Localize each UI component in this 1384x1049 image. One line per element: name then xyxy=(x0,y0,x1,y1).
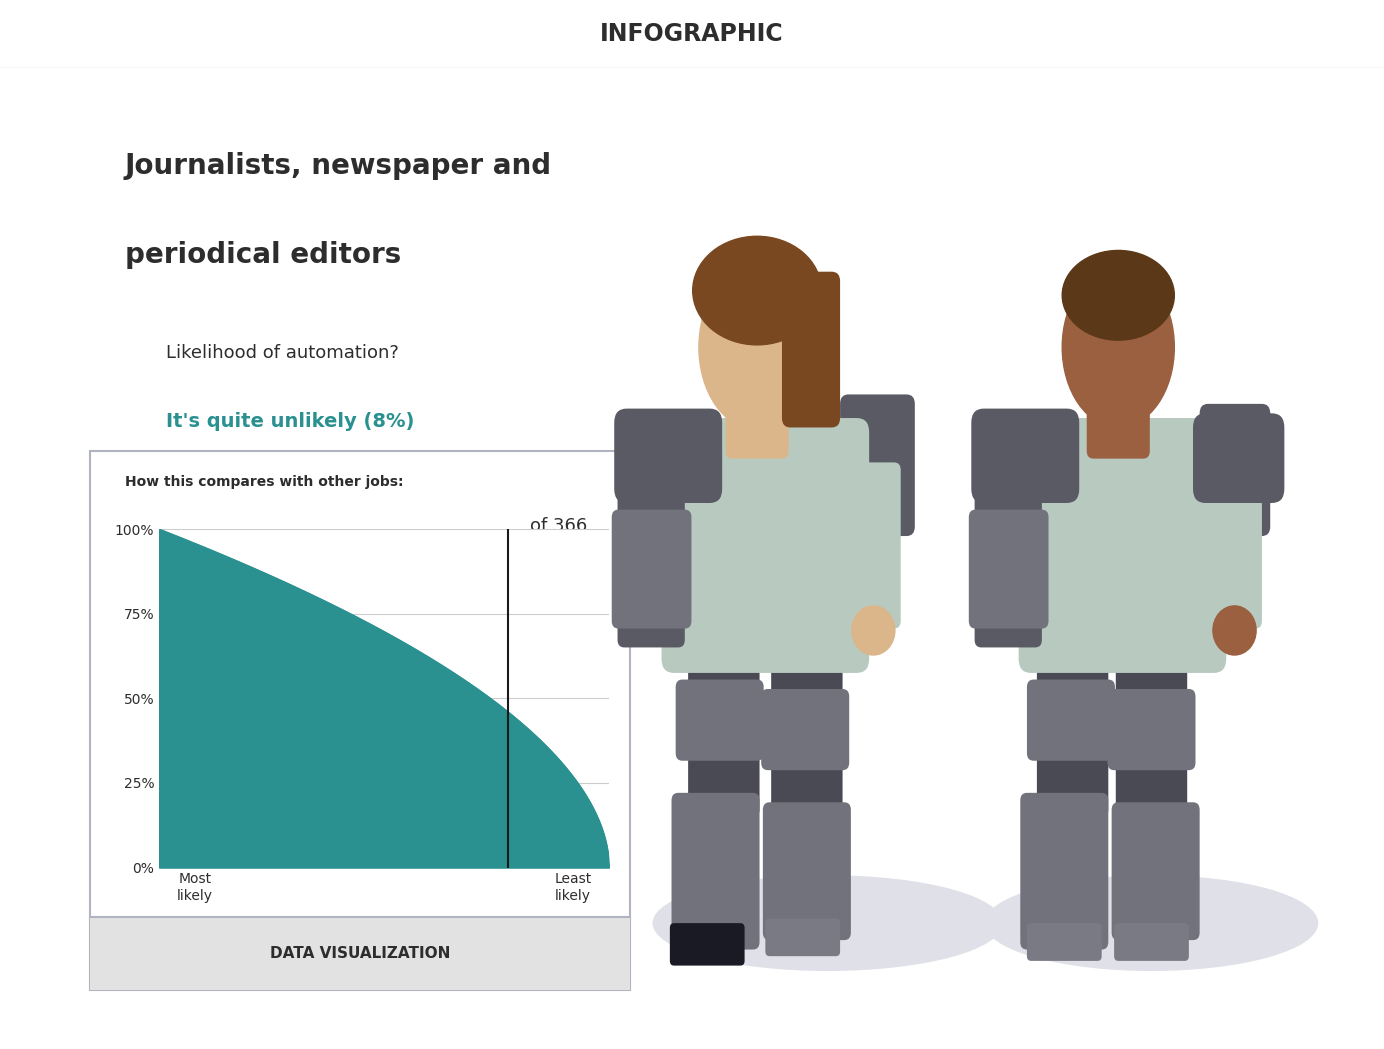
Circle shape xyxy=(851,606,895,655)
Circle shape xyxy=(1212,606,1257,655)
FancyBboxPatch shape xyxy=(765,919,840,957)
FancyBboxPatch shape xyxy=(782,272,840,428)
Text: DATA VISUALIZATION: DATA VISUALIZATION xyxy=(270,946,450,961)
Text: 285th: 285th xyxy=(371,534,480,568)
FancyBboxPatch shape xyxy=(671,793,760,949)
Text: INFOGRAPHIC: INFOGRAPHIC xyxy=(601,22,783,46)
FancyBboxPatch shape xyxy=(675,680,764,761)
Ellipse shape xyxy=(692,236,821,345)
FancyBboxPatch shape xyxy=(763,802,851,940)
Text: Journalists, newspaper and: Journalists, newspaper and xyxy=(125,152,552,180)
Ellipse shape xyxy=(653,876,1002,970)
FancyBboxPatch shape xyxy=(1200,404,1271,536)
Ellipse shape xyxy=(1063,251,1174,340)
Text: How this compares with other jobs:: How this compares with other jobs: xyxy=(125,475,403,489)
FancyBboxPatch shape xyxy=(1193,413,1284,502)
Text: Likelihood of automation?: Likelihood of automation? xyxy=(166,344,399,362)
FancyBboxPatch shape xyxy=(1027,680,1116,761)
FancyBboxPatch shape xyxy=(1027,923,1102,961)
Text: of 366: of 366 xyxy=(530,517,587,535)
FancyBboxPatch shape xyxy=(90,917,630,990)
FancyBboxPatch shape xyxy=(771,642,843,817)
FancyBboxPatch shape xyxy=(1203,463,1262,628)
FancyBboxPatch shape xyxy=(969,510,1049,628)
Text: It's quite unlikely (8%): It's quite unlikely (8%) xyxy=(166,412,414,431)
FancyBboxPatch shape xyxy=(972,408,1080,502)
FancyBboxPatch shape xyxy=(840,394,915,536)
Ellipse shape xyxy=(699,264,815,430)
FancyBboxPatch shape xyxy=(614,408,722,502)
FancyBboxPatch shape xyxy=(1086,397,1150,458)
FancyBboxPatch shape xyxy=(841,463,901,628)
FancyBboxPatch shape xyxy=(1114,923,1189,961)
FancyBboxPatch shape xyxy=(612,510,692,628)
FancyBboxPatch shape xyxy=(662,418,869,673)
FancyBboxPatch shape xyxy=(761,689,850,770)
FancyBboxPatch shape xyxy=(670,923,745,965)
FancyBboxPatch shape xyxy=(90,451,630,990)
Ellipse shape xyxy=(1063,266,1174,428)
FancyBboxPatch shape xyxy=(1111,802,1200,940)
Ellipse shape xyxy=(985,876,1318,970)
FancyBboxPatch shape xyxy=(974,453,1042,647)
FancyBboxPatch shape xyxy=(1037,633,1109,817)
FancyBboxPatch shape xyxy=(1019,418,1226,673)
FancyBboxPatch shape xyxy=(1020,793,1109,949)
FancyBboxPatch shape xyxy=(725,397,789,458)
FancyBboxPatch shape xyxy=(1116,642,1187,817)
FancyBboxPatch shape xyxy=(688,633,760,817)
Text: periodical editors: periodical editors xyxy=(125,240,401,269)
FancyBboxPatch shape xyxy=(617,453,685,647)
FancyBboxPatch shape xyxy=(1107,689,1196,770)
